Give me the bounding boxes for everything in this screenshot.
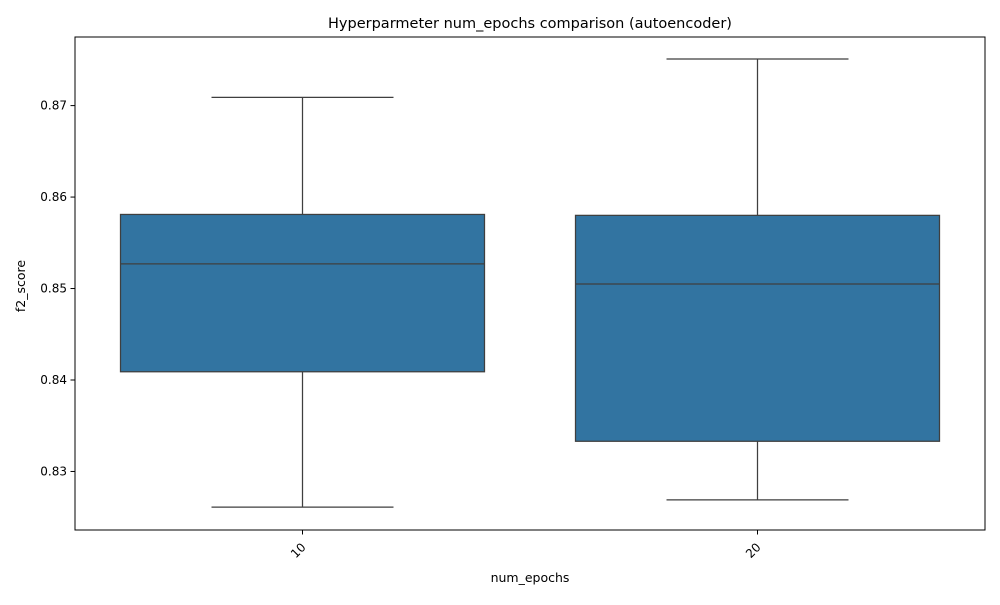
box-20 [574,214,941,442]
y-tick-label: 0.85 [40,282,67,296]
y-axis-label: f2_score [13,260,28,313]
chart-title: Hyperparmeter num_epochs comparison (aut… [328,16,732,32]
y-tick-label: 0.83 [40,464,67,478]
x-axis-label: num_epochs [491,570,570,585]
plot-area: 0.83 0.84 0.85 0.86 0.87 10 20 [40,36,986,561]
y-tick-label: 0.84 [40,373,67,387]
axes-frame [74,36,986,531]
x-tick-label: 10 [288,540,309,561]
y-tick-label: 0.87 [40,99,67,113]
y-tick-label: 0.86 [40,190,67,204]
x-tick-label: 20 [743,540,764,561]
box-10 [119,213,486,373]
